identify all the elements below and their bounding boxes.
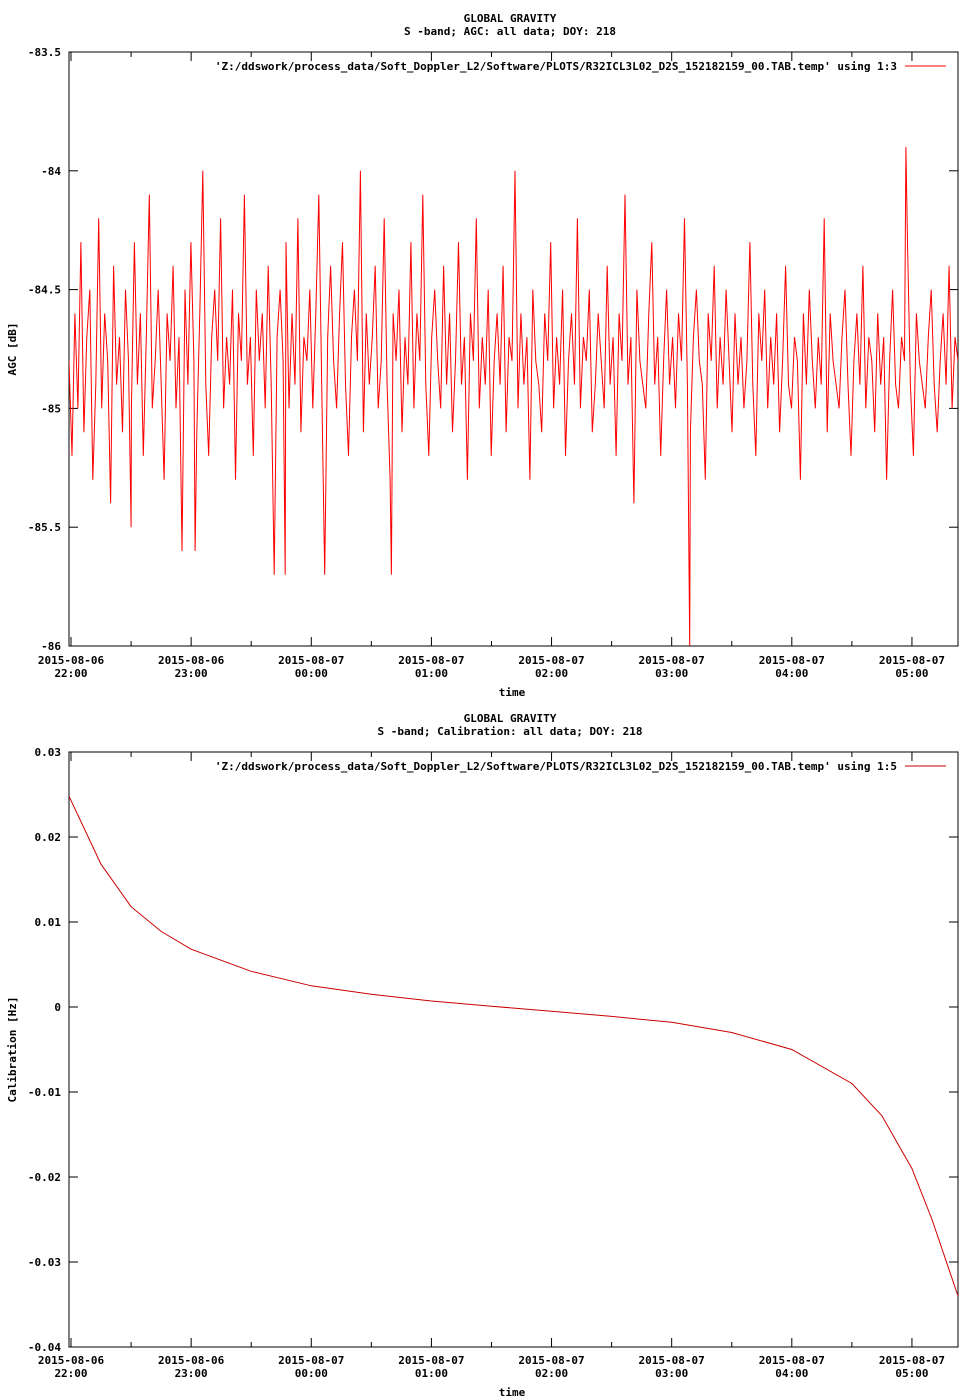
x-tick-time: 04:00 — [775, 667, 808, 680]
x-tick-time: 02:00 — [535, 667, 568, 680]
x-tick-time: 22:00 — [54, 1367, 87, 1380]
y-tick-label: 0.02 — [35, 831, 62, 844]
series-line — [69, 146, 958, 646]
x-tick-date: 2015-08-07 — [278, 1354, 344, 1367]
x-tick-date: 2015-08-07 — [398, 654, 464, 667]
chart-subtitle: S -band; Calibration: all data; DOY: 218 — [378, 725, 643, 738]
chart-title: GLOBAL GRAVITY — [464, 712, 557, 725]
y-tick-label: -83.5 — [28, 46, 61, 59]
y-tick-label: -0.04 — [28, 1341, 61, 1354]
x-axis-label: time — [499, 686, 526, 699]
x-tick-date: 2015-08-07 — [879, 1354, 945, 1367]
x-tick-date: 2015-08-07 — [639, 1354, 705, 1367]
legend-label: 'Z:/ddswork/process_data/Soft_Doppler_L2… — [215, 60, 897, 73]
x-tick-date: 2015-08-07 — [639, 654, 705, 667]
y-tick-label: -85 — [41, 402, 61, 415]
y-tick-label: -86 — [41, 640, 61, 653]
x-tick-time: 05:00 — [895, 667, 928, 680]
x-tick-time: 04:00 — [775, 1367, 808, 1380]
y-tick-label: -84.5 — [28, 284, 61, 297]
y-axis-label: Calibration [Hz] — [6, 997, 19, 1103]
x-tick-time: 05:00 — [895, 1367, 928, 1380]
x-tick-time: 01:00 — [415, 667, 448, 680]
x-axis-label: time — [499, 1386, 526, 1399]
y-tick-label: -85.5 — [28, 521, 61, 534]
y-tick-label: -84 — [41, 165, 61, 178]
legend-label: 'Z:/ddswork/process_data/Soft_Doppler_L2… — [215, 760, 897, 773]
x-tick-date: 2015-08-07 — [518, 654, 584, 667]
x-tick-date: 2015-08-06 — [38, 1354, 105, 1367]
chart-title: GLOBAL GRAVITY — [464, 12, 557, 25]
x-tick-time: 23:00 — [175, 1367, 208, 1380]
x-tick-date: 2015-08-07 — [398, 1354, 464, 1367]
x-tick-time: 03:00 — [655, 1367, 688, 1380]
plot-frame — [68, 51, 959, 647]
plot-frame — [68, 751, 959, 1348]
x-tick-time: 01:00 — [415, 1367, 448, 1380]
x-tick-time: 00:00 — [295, 1367, 328, 1380]
x-tick-time: 23:00 — [175, 667, 208, 680]
series-line — [69, 795, 958, 1297]
x-tick-time: 02:00 — [535, 1367, 568, 1380]
chart-subtitle: S -band; AGC: all data; DOY: 218 — [404, 25, 616, 38]
x-tick-date: 2015-08-06 — [38, 654, 105, 667]
y-tick-label: -0.03 — [28, 1256, 61, 1269]
x-tick-date: 2015-08-07 — [759, 1354, 825, 1367]
y-tick-label: 0.01 — [35, 916, 62, 929]
x-tick-time: 22:00 — [54, 667, 87, 680]
x-tick-date: 2015-08-07 — [518, 1354, 584, 1367]
x-tick-date: 2015-08-06 — [158, 654, 225, 667]
y-tick-label: -0.01 — [28, 1086, 61, 1099]
y-axis-label: AGC [dB] — [6, 323, 19, 376]
x-tick-time: 03:00 — [655, 667, 688, 680]
y-tick-label: 0 — [54, 1001, 61, 1014]
y-tick-label: -0.02 — [28, 1171, 61, 1184]
x-tick-time: 00:00 — [295, 667, 328, 680]
y-tick-label: 0.03 — [35, 746, 62, 759]
x-tick-date: 2015-08-07 — [278, 654, 344, 667]
x-tick-date: 2015-08-07 — [879, 654, 945, 667]
x-tick-date: 2015-08-06 — [158, 1354, 225, 1367]
x-tick-date: 2015-08-07 — [759, 654, 825, 667]
